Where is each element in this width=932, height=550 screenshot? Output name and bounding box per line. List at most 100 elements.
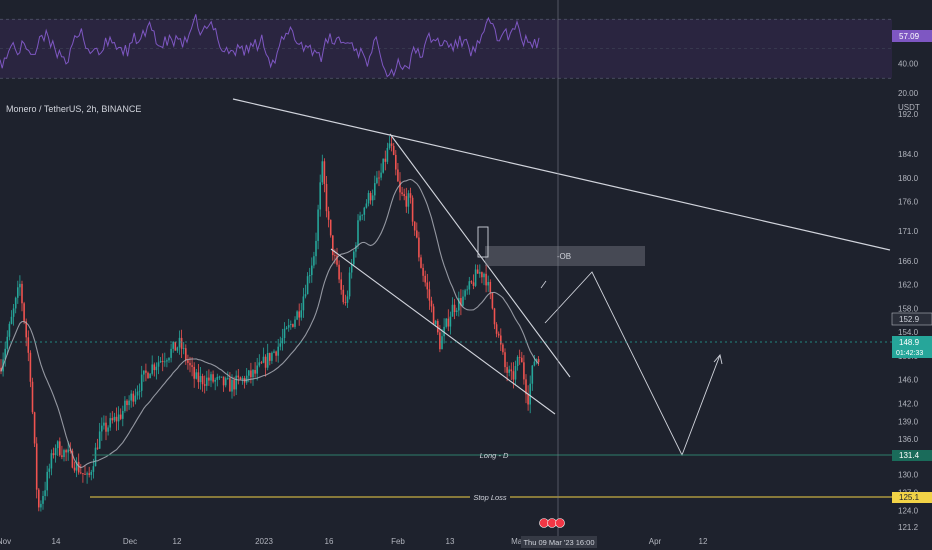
candle-body	[164, 361, 166, 363]
candle-body	[153, 364, 156, 371]
candle-body	[424, 275, 426, 283]
symbol-title: Monero / TetherUS, 2h, BINANCE	[6, 104, 142, 114]
candle-body	[470, 281, 473, 283]
candle-body	[29, 352, 32, 382]
candle-body	[374, 183, 376, 196]
candle-body	[94, 447, 97, 467]
candle-body	[502, 344, 504, 353]
candle-body	[115, 416, 118, 422]
candle-body	[300, 310, 303, 318]
candle-body	[19, 283, 21, 288]
candle-body	[14, 297, 17, 309]
candle-body	[474, 269, 477, 286]
candle-body	[54, 448, 57, 456]
candle-body	[321, 161, 324, 183]
candle-body	[40, 503, 42, 508]
candle-body	[193, 366, 195, 379]
candle-body	[497, 333, 500, 336]
candle-body	[332, 235, 334, 256]
candle-body	[96, 447, 99, 449]
stop-loss-label-bg	[470, 492, 510, 502]
candle-body	[168, 357, 170, 361]
candle-body	[4, 348, 6, 360]
moving-average-line	[0, 178, 540, 469]
candle-body	[323, 161, 326, 184]
time-tick-label: 13	[446, 537, 455, 546]
candle-body	[71, 451, 74, 468]
candle-body	[48, 468, 51, 472]
candle-body	[52, 453, 55, 456]
candle-body	[6, 336, 9, 349]
candle-body	[88, 473, 90, 475]
price-tick-label: 166.0	[898, 257, 919, 266]
stop-level-text: 125.1	[899, 493, 920, 502]
candle-body	[31, 381, 34, 413]
candle-body	[227, 378, 229, 379]
price-tick-label: 176.0	[898, 198, 919, 207]
candle-body	[294, 319, 296, 327]
time-tick-label: Dec	[123, 537, 137, 546]
candle-body	[46, 471, 48, 491]
candle-body	[252, 370, 254, 378]
candle-body	[42, 495, 44, 504]
candle-body	[416, 230, 418, 238]
candle-body	[485, 273, 487, 286]
candle-body	[185, 348, 187, 361]
candle-body	[224, 378, 227, 386]
candle-body	[365, 203, 368, 208]
candle-body	[329, 219, 332, 236]
candle-body	[8, 323, 11, 337]
candle-body	[21, 283, 23, 304]
candle-body	[334, 255, 336, 256]
candle-body	[92, 466, 95, 472]
candle-body	[523, 362, 525, 380]
candle-body	[241, 377, 244, 380]
candle-body	[195, 372, 198, 379]
candle-body	[145, 370, 147, 373]
candle-body	[298, 311, 300, 318]
small-tick-mark	[540, 280, 547, 289]
candle-body	[338, 264, 340, 280]
price-tick-label: 121.2	[898, 523, 919, 532]
candle-body	[182, 348, 185, 350]
candle-body	[413, 221, 416, 231]
candle-body	[353, 251, 355, 265]
candle-body	[432, 306, 435, 325]
candle-body	[466, 289, 468, 291]
price-tick-label: 192.0	[898, 110, 919, 119]
candle-body	[132, 393, 135, 402]
candle-body	[313, 256, 315, 266]
price-tick-label: 124.0	[898, 506, 919, 515]
candle-body	[292, 324, 294, 327]
time-tick-label: Mar	[511, 537, 525, 546]
candle-body	[422, 267, 424, 276]
time-tick-label: Apr	[649, 537, 662, 546]
candle-body	[537, 359, 540, 363]
candle-body	[61, 455, 63, 458]
candle-body	[128, 400, 130, 406]
candle-body	[84, 474, 86, 475]
ma-price-badge	[891, 312, 932, 326]
candle-body	[443, 326, 445, 337]
candle-body	[388, 143, 391, 148]
price-tick-label: 142.0	[898, 399, 919, 408]
candle-body	[210, 374, 212, 381]
candle-body	[12, 308, 15, 317]
candle-body	[178, 337, 181, 348]
event-marker-icon	[555, 518, 565, 528]
candle-body	[126, 400, 128, 406]
candle-body	[222, 376, 225, 386]
candle-body	[355, 245, 357, 252]
candle-body	[262, 356, 265, 363]
candle-body	[302, 296, 305, 311]
channel-lower-line	[330, 248, 556, 415]
candle-body	[361, 214, 363, 216]
candle-body	[296, 311, 298, 320]
candle-body	[273, 351, 275, 353]
candle-body	[516, 356, 519, 367]
price-tick-label: 136.0	[898, 435, 919, 444]
candle-body	[256, 365, 258, 374]
candle-body	[59, 441, 61, 456]
candle-body	[493, 308, 496, 325]
